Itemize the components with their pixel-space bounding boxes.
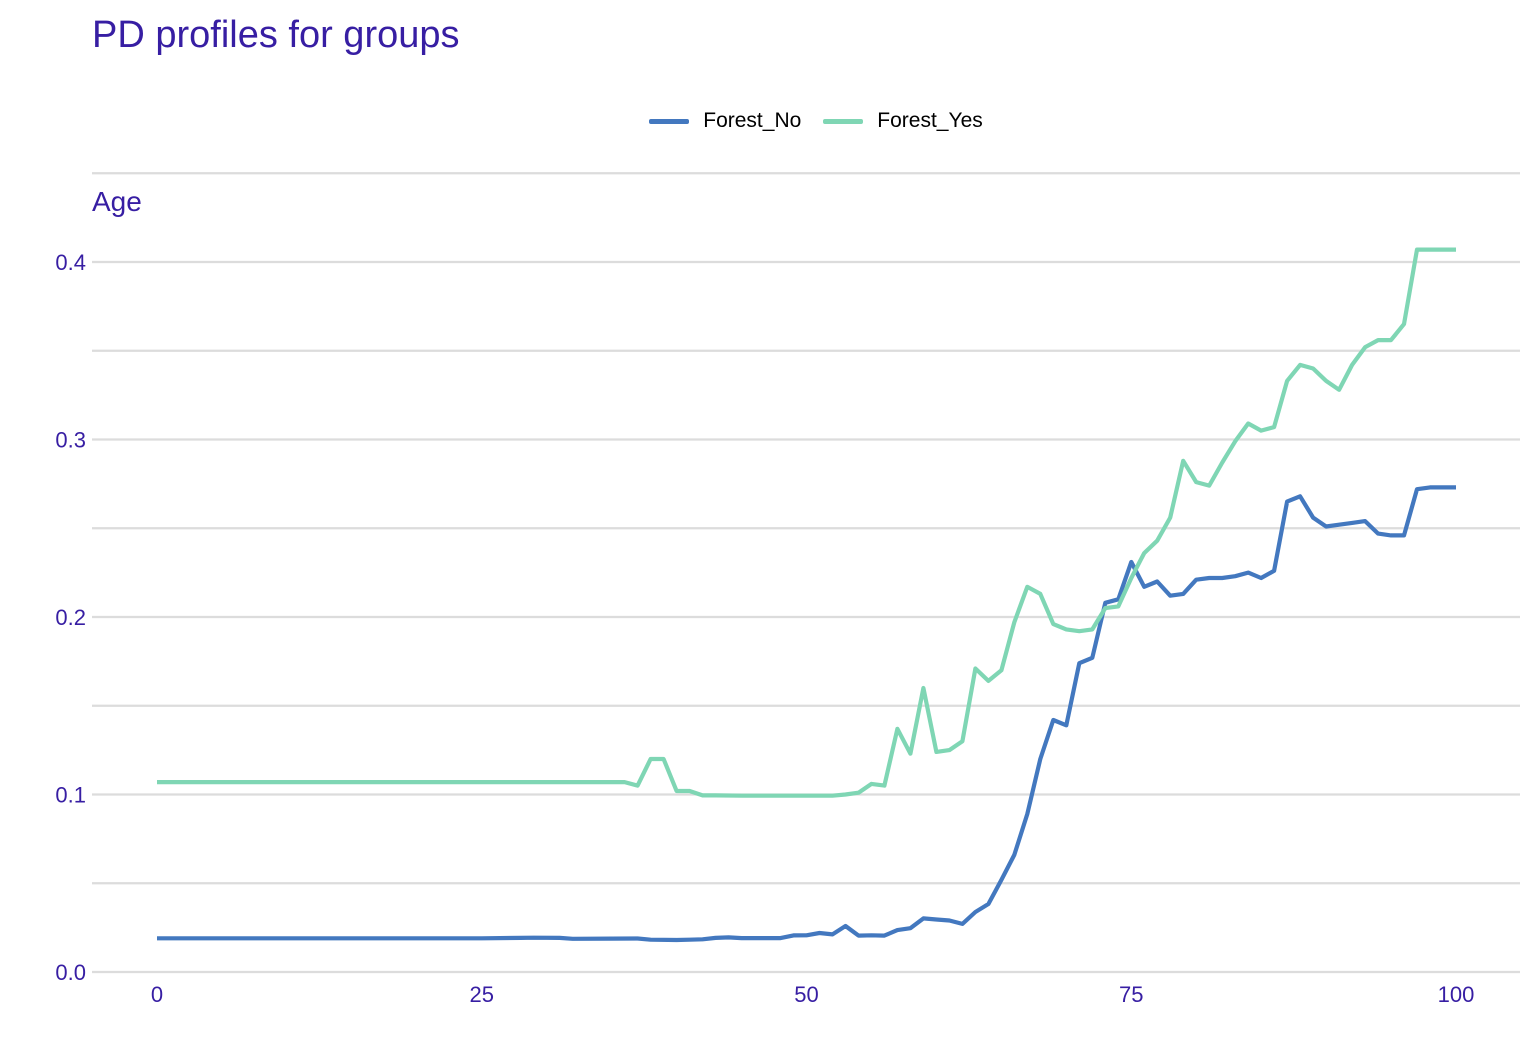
y-tick-label: 0.3 — [55, 428, 86, 453]
x-tick-label: 50 — [794, 982, 818, 1007]
x-tick-label: 100 — [1438, 982, 1475, 1007]
panel-subtitle: Age — [92, 186, 142, 217]
legend-item-forest-yes: Forest_Yes — [823, 109, 983, 133]
series-line-forest-no — [157, 485, 1456, 943]
legend-swatch-forest-yes — [823, 118, 864, 124]
chart-title: PD profiles for groups — [92, 14, 460, 56]
legend-label-forest-yes: Forest_Yes — [877, 109, 983, 132]
y-tick-label: 0.0 — [55, 960, 86, 985]
series-lines — [157, 247, 1456, 943]
y-tick-label: 0.4 — [55, 250, 86, 275]
legend: Forest_No Forest_Yes — [0, 106, 1536, 136]
x-tick-label: 25 — [470, 982, 494, 1007]
legend-label-forest-no: Forest_No — [703, 109, 802, 132]
gridlines — [92, 172, 1520, 974]
series-line-forest-yes — [157, 247, 1456, 798]
x-tick-label: 75 — [1119, 982, 1143, 1007]
y-tick-label: 0.2 — [55, 605, 86, 630]
x-axis: 0 25 50 75 100 — [151, 982, 1474, 1007]
legend-swatch-forest-no — [649, 118, 690, 124]
y-axis: 0.0 0.1 0.2 0.3 0.4 — [55, 250, 86, 985]
y-tick-label: 0.1 — [55, 783, 86, 808]
legend-item-forest-no: Forest_No — [649, 109, 801, 133]
x-tick-label: 0 — [151, 982, 163, 1007]
